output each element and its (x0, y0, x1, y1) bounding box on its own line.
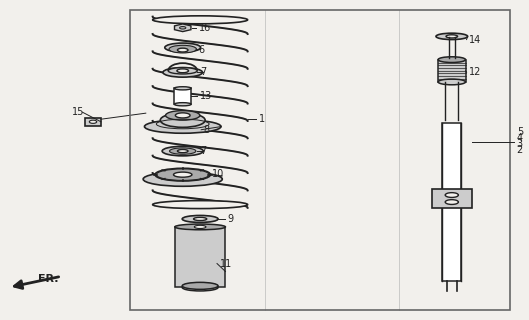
Ellipse shape (144, 120, 221, 133)
Bar (432, 189, 471, 208)
Text: 12: 12 (469, 68, 481, 77)
Text: 11: 11 (220, 259, 232, 268)
Ellipse shape (182, 282, 218, 289)
Text: 2: 2 (517, 146, 523, 156)
Ellipse shape (438, 57, 466, 62)
Ellipse shape (174, 87, 191, 90)
Bar (438, 60, 466, 82)
Ellipse shape (182, 215, 218, 222)
Ellipse shape (166, 111, 200, 120)
Ellipse shape (89, 120, 97, 123)
Text: 15: 15 (72, 107, 84, 117)
Ellipse shape (194, 217, 207, 220)
Ellipse shape (153, 201, 248, 209)
Text: 8: 8 (204, 125, 210, 135)
Ellipse shape (436, 33, 468, 40)
Ellipse shape (153, 16, 248, 24)
Ellipse shape (446, 35, 458, 38)
Ellipse shape (160, 113, 205, 127)
Ellipse shape (168, 68, 197, 74)
Ellipse shape (177, 48, 188, 52)
Text: 16: 16 (198, 23, 211, 33)
Ellipse shape (162, 146, 203, 156)
Ellipse shape (177, 69, 188, 73)
Ellipse shape (194, 225, 206, 228)
Ellipse shape (165, 43, 200, 52)
Text: 14: 14 (469, 35, 481, 44)
Text: 9: 9 (227, 214, 234, 224)
Ellipse shape (143, 172, 222, 186)
Bar (174, 88, 191, 104)
Text: 7: 7 (200, 146, 206, 156)
Ellipse shape (169, 148, 196, 154)
Ellipse shape (169, 45, 196, 53)
Text: 3: 3 (517, 140, 523, 149)
Text: 4: 4 (517, 133, 523, 143)
Text: 6: 6 (198, 45, 205, 55)
Ellipse shape (179, 27, 186, 29)
Text: FR.: FR. (38, 274, 58, 284)
Ellipse shape (182, 284, 218, 291)
Ellipse shape (445, 193, 459, 197)
Ellipse shape (175, 113, 190, 118)
Bar (130, 10, 510, 310)
Text: 1: 1 (259, 114, 266, 124)
Text: 5: 5 (517, 127, 523, 137)
Ellipse shape (174, 172, 192, 177)
Text: 10: 10 (212, 169, 224, 179)
Ellipse shape (438, 79, 466, 85)
FancyBboxPatch shape (85, 118, 101, 125)
Text: 13: 13 (200, 91, 212, 101)
Polygon shape (175, 24, 191, 32)
Ellipse shape (174, 103, 191, 106)
Ellipse shape (163, 68, 203, 77)
Bar (442, 123, 461, 281)
Ellipse shape (175, 224, 225, 230)
Bar (175, 227, 225, 287)
Ellipse shape (157, 169, 209, 180)
Ellipse shape (177, 149, 188, 153)
Text: 7: 7 (200, 68, 206, 77)
Ellipse shape (155, 168, 211, 181)
Ellipse shape (445, 200, 459, 204)
